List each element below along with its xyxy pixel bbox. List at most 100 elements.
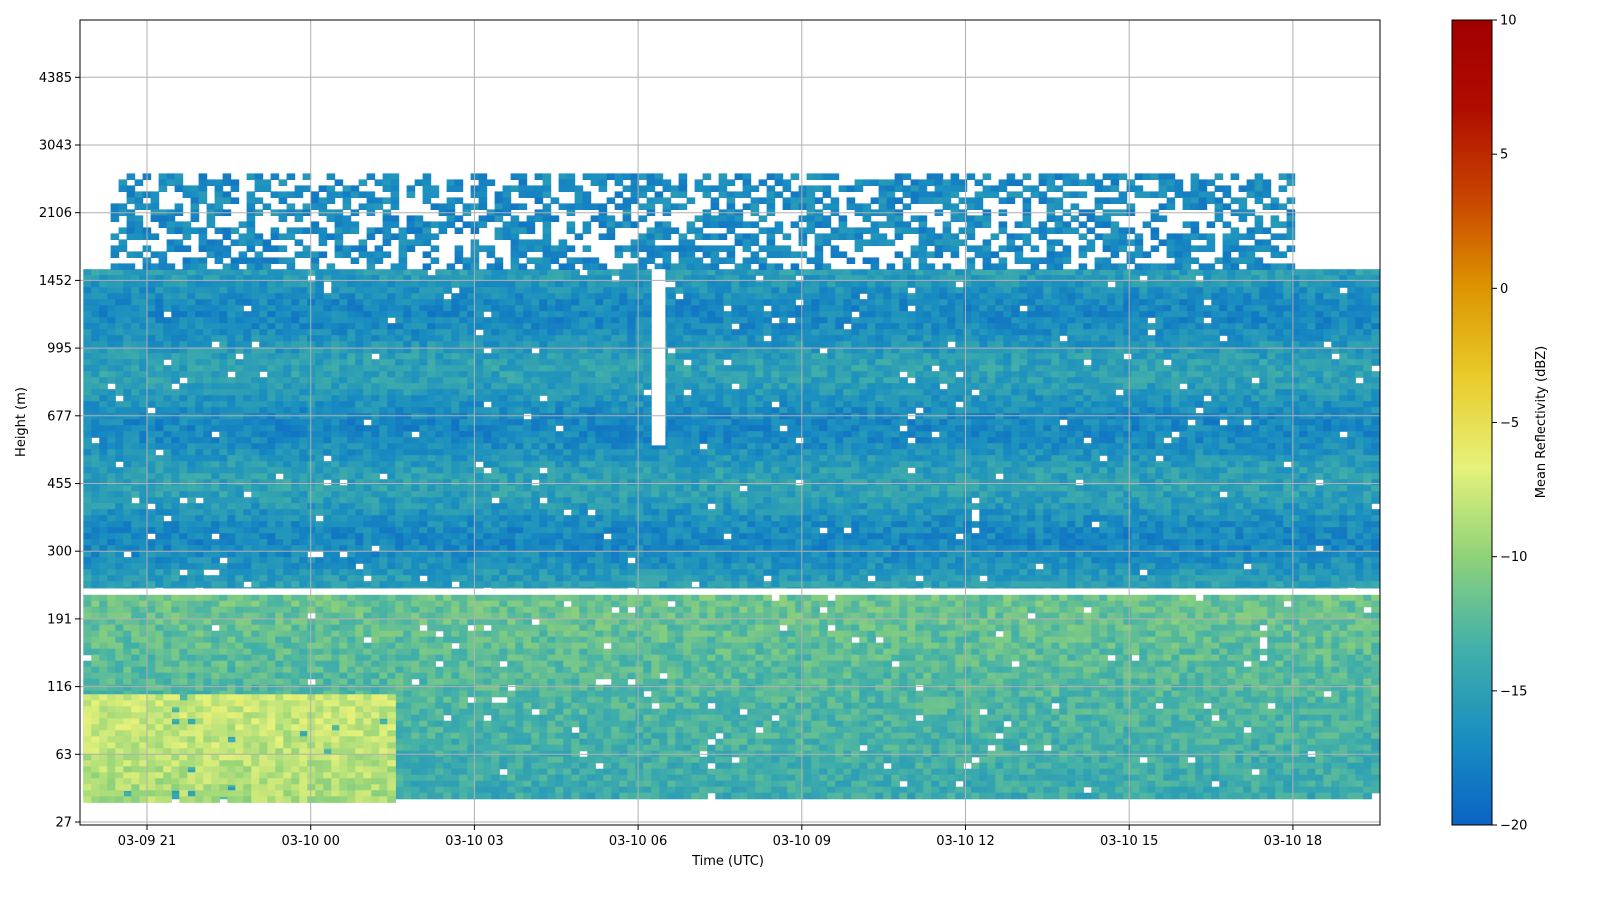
- heatmap-cell: [747, 407, 756, 414]
- heatmap-cell: [803, 353, 812, 360]
- heatmap-cell: [755, 455, 764, 462]
- heatmap-cell: [587, 353, 596, 360]
- heatmap-cell: [1291, 401, 1300, 408]
- heatmap-cell: [835, 383, 844, 390]
- heatmap-cell: [1019, 449, 1028, 456]
- heatmap-cell: [915, 347, 924, 354]
- heatmap-cell: [1179, 269, 1188, 276]
- heatmap-cell: [1187, 347, 1196, 354]
- heatmap-cell: [1347, 317, 1356, 324]
- heatmap-cell: [147, 359, 156, 366]
- heatmap-cell: [1043, 299, 1052, 306]
- heatmap-cell: [651, 443, 660, 450]
- heatmap-cell: [635, 443, 644, 450]
- heatmap-cell: [459, 425, 468, 432]
- heatmap-cell: [971, 293, 980, 300]
- heatmap-cell: [99, 323, 108, 330]
- heatmap-cell: [1371, 371, 1380, 378]
- heatmap-cell: [1155, 383, 1164, 390]
- heatmap-cell: [515, 281, 524, 288]
- heatmap-cell: [963, 311, 972, 318]
- heatmap-cell: [651, 455, 660, 462]
- heatmap-cell: [1171, 275, 1180, 282]
- heatmap-cell: [763, 401, 772, 408]
- heatmap-cell: [403, 287, 412, 294]
- heatmap-cell: [715, 329, 724, 336]
- heatmap-cell: [1251, 395, 1260, 402]
- heatmap-cell: [323, 437, 332, 444]
- heatmap-cell: [475, 413, 484, 420]
- heatmap-cell: [1323, 425, 1332, 432]
- heatmap-cell: [1155, 419, 1164, 426]
- heatmap-cell: [1323, 443, 1332, 450]
- heatmap-cell: [1147, 311, 1156, 318]
- heatmap-cell: [155, 275, 164, 282]
- heatmap-cell: [259, 293, 268, 300]
- heatmap-cell: [699, 419, 708, 426]
- heatmap-cell: [771, 389, 780, 396]
- heatmap-cell: [939, 275, 948, 282]
- heatmap-cell: [699, 389, 708, 396]
- heatmap-cell: [467, 329, 476, 336]
- heatmap-cell: [931, 371, 940, 378]
- heatmap-cell: [411, 347, 420, 354]
- heatmap-cell: [531, 377, 540, 384]
- heatmap-cell: [1291, 275, 1300, 282]
- heatmap-cell: [923, 407, 932, 414]
- heatmap-cell: [139, 269, 148, 276]
- heatmap-cell: [747, 389, 756, 396]
- heatmap-cell: [1147, 281, 1156, 288]
- heatmap-cell: [467, 353, 476, 360]
- heatmap-cell: [267, 425, 276, 432]
- heatmap-cell: [635, 455, 644, 462]
- heatmap-cell: [1115, 401, 1124, 408]
- heatmap-cell: [539, 383, 548, 390]
- heatmap-cell: [187, 401, 196, 408]
- heatmap-cell: [1363, 419, 1372, 426]
- heatmap-cell: [923, 383, 932, 390]
- heatmap-cell: [987, 449, 996, 456]
- heatmap-cell: [643, 323, 652, 330]
- heatmap-cell: [1099, 425, 1108, 432]
- heatmap-cell: [611, 347, 620, 354]
- heatmap-cell: [595, 353, 604, 360]
- heatmap-cell: [947, 299, 956, 306]
- heatmap-cell: [515, 425, 524, 432]
- heatmap-cell: [1035, 311, 1044, 318]
- heatmap-cell: [227, 323, 236, 330]
- heatmap-cell: [1299, 425, 1308, 432]
- heatmap-cell: [259, 365, 268, 372]
- heatmap-cell: [707, 305, 716, 312]
- heatmap-cell: [899, 299, 908, 306]
- heatmap-cell: [123, 311, 132, 318]
- heatmap-cell: [947, 305, 956, 312]
- heatmap-cell: [979, 299, 988, 306]
- heatmap-cell: [235, 365, 244, 372]
- heatmap-cell: [1075, 431, 1084, 438]
- heatmap-cell: [251, 365, 260, 372]
- heatmap-cell: [963, 329, 972, 336]
- heatmap-cell: [883, 377, 892, 384]
- heatmap-cell: [1003, 305, 1012, 312]
- heatmap-cell: [683, 341, 692, 348]
- heatmap-cell: [1259, 275, 1268, 282]
- heatmap-cell: [251, 269, 260, 276]
- heatmap-cell: [1083, 395, 1092, 402]
- heatmap-cell: [195, 317, 204, 324]
- heatmap-cell: [1251, 281, 1260, 288]
- heatmap-cell: [811, 317, 820, 324]
- heatmap-cell: [699, 341, 708, 348]
- heatmap-cell: [755, 365, 764, 372]
- heatmap-cell: [379, 293, 388, 300]
- heatmap-cell: [259, 335, 268, 342]
- heatmap-cell: [1307, 329, 1316, 336]
- heatmap-cell: [1355, 323, 1364, 330]
- heatmap-cell: [571, 401, 580, 408]
- heatmap-cell: [371, 419, 380, 426]
- heatmap-cell: [1267, 437, 1276, 444]
- heatmap-cell: [187, 407, 196, 414]
- heatmap-cell: [595, 323, 604, 330]
- heatmap-cell: [915, 365, 924, 372]
- heatmap-cell: [1331, 425, 1340, 432]
- heatmap-cell: [1347, 401, 1356, 408]
